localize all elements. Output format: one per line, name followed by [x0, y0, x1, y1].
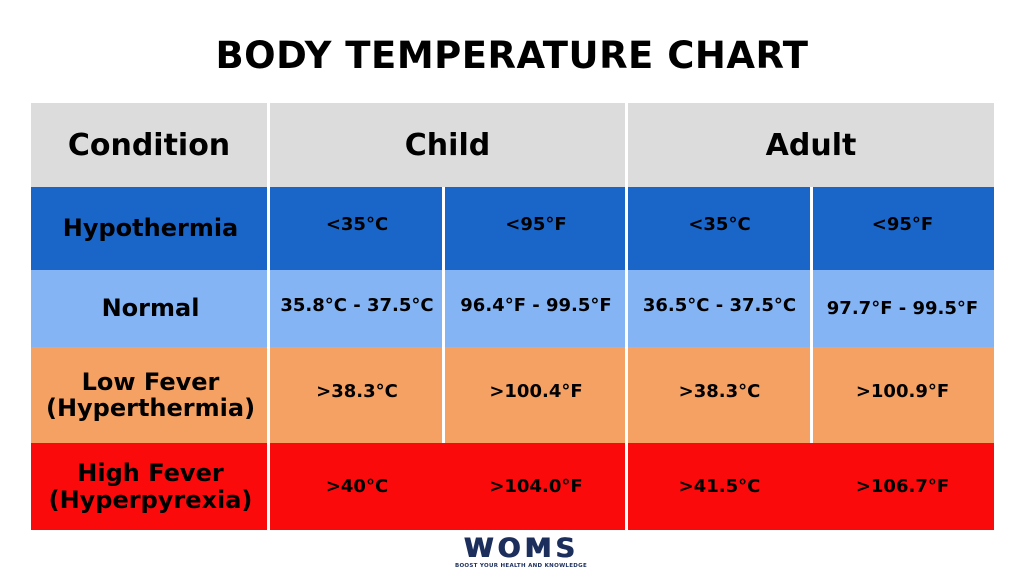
divider-condition: [267, 103, 270, 530]
normal-child-fahrenheit: 96.4°F - 99.5°F: [444, 270, 628, 347]
normal-adult-fahrenheit: 97.7°F - 99.5°F: [811, 270, 994, 347]
high-fever-adult-fahrenheit: >106.7°F: [811, 443, 994, 530]
high-fever-adult-celsius: >41.5°C: [628, 443, 811, 530]
low-fever-child-fahrenheit: >100.4°F: [444, 347, 628, 443]
high-fever-child-celsius: >40°C: [270, 443, 444, 530]
low-fever-adult-celsius: >38.3°C: [628, 347, 811, 443]
normal-child-celsius: 35.8°C - 37.5°C: [270, 270, 444, 347]
high-fever-child-fahrenheit: >104.0°F: [444, 443, 628, 530]
logo-tagline: BOOST YOUR HEALTH AND KNOWLEDGE: [454, 563, 588, 569]
condition-low-fever-line2: (Hyperthermia): [45, 394, 256, 422]
low-fever-child-celsius: >38.3°C: [270, 347, 444, 443]
divider-child-adult: [625, 103, 628, 530]
hypothermia-adult-fahrenheit: <95°F: [811, 187, 994, 270]
temperature-table: Condition Child Adult Hypothermia <35°C …: [31, 103, 994, 530]
low-fever-adult-fahrenheit: >100.9°F: [811, 347, 994, 443]
condition-high-fever: High Fever (Hyperpyrexia): [31, 443, 270, 530]
divider-child-units: [442, 187, 445, 443]
chart-title: BODY TEMPERATURE CHART: [215, 34, 809, 77]
header-condition: Condition: [31, 103, 267, 187]
header-child: Child: [270, 103, 625, 187]
normal-adult-celsius: 36.5°C - 37.5°C: [628, 270, 811, 347]
condition-hypothermia: Hypothermia: [31, 187, 270, 270]
logo-text: WOMS: [463, 533, 579, 564]
hypothermia-adult-celsius: <35°C: [628, 187, 811, 270]
condition-low-fever: Low Fever (Hyperthermia): [31, 347, 270, 443]
divider-adult-units: [810, 187, 813, 443]
condition-high-fever-line2: (Hyperpyrexia): [48, 485, 253, 514]
hypothermia-child-fahrenheit: <95°F: [444, 187, 628, 270]
condition-normal: Normal: [31, 270, 270, 347]
condition-high-fever-line1: High Fever: [77, 459, 224, 488]
woms-logo: WOMS BOOST YOUR HEALTH AND KNOWLEDGE: [445, 535, 597, 571]
condition-low-fever-line1: Low Fever: [81, 367, 220, 396]
hypothermia-child-celsius: <35°C: [270, 187, 444, 270]
header-adult: Adult: [628, 103, 994, 187]
